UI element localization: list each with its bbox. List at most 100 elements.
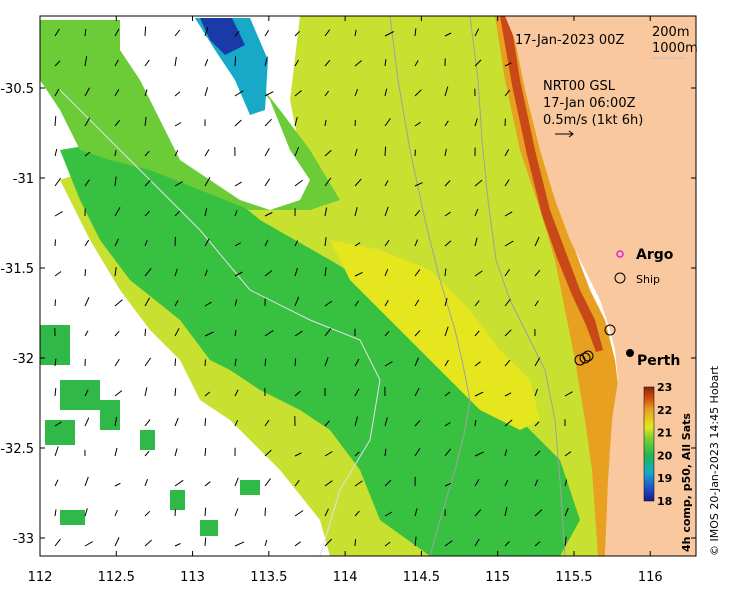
current-vector xyxy=(84,541,93,547)
current-vector xyxy=(534,357,541,367)
current-vector xyxy=(174,29,181,37)
current-vector xyxy=(474,237,478,247)
current-vector xyxy=(144,267,152,277)
current-vector xyxy=(84,179,90,187)
current-vector xyxy=(204,149,210,157)
lat-tick-label: -31 xyxy=(13,172,34,187)
current-vector xyxy=(84,476,89,487)
current-vector xyxy=(414,448,421,457)
current-vector xyxy=(504,179,510,187)
current-vector xyxy=(114,28,120,37)
lat-tick-label: -32.5 xyxy=(0,442,34,457)
ship-marker xyxy=(579,352,591,364)
current-vector xyxy=(54,299,56,307)
contour-lines xyxy=(59,89,381,556)
current-vector xyxy=(114,267,117,277)
current-vector xyxy=(534,388,538,397)
current-vector xyxy=(354,271,363,277)
current-vector xyxy=(234,541,245,547)
lon-tick-label: 115.5 xyxy=(555,570,592,585)
credit-text: © IMOS 20-Jan-2023 14:45 Hobart xyxy=(708,365,721,556)
current-vector xyxy=(204,177,211,187)
current-vector xyxy=(534,509,543,517)
current-vector xyxy=(234,210,238,217)
current-vector xyxy=(174,417,179,427)
current-vector xyxy=(354,242,361,247)
colorbar-ticks: 18 19 20 21 22 23 xyxy=(657,381,673,508)
current-vector xyxy=(444,120,449,127)
map-timestamp: 17-Jan-2023 00Z xyxy=(515,33,624,48)
current-vector xyxy=(534,236,540,247)
current-vector xyxy=(114,88,120,97)
current-vector xyxy=(444,540,453,547)
current-vector xyxy=(324,207,328,217)
perth-marker xyxy=(626,349,634,357)
current-vector xyxy=(414,182,423,187)
current-vector xyxy=(54,271,62,277)
map-frame xyxy=(39,15,697,557)
cloud-gap-nw xyxy=(120,20,310,210)
current-vector xyxy=(54,446,59,457)
current-vector xyxy=(324,29,331,37)
current-vector xyxy=(324,237,327,247)
current-vector xyxy=(414,239,419,247)
current-vector xyxy=(114,119,121,127)
current-vector xyxy=(354,358,360,367)
current-vector xyxy=(144,297,151,307)
current-vector xyxy=(234,90,244,97)
lat-tick-label: -32 xyxy=(13,352,34,367)
current-vector xyxy=(474,28,480,37)
current-scale-arrow-icon xyxy=(555,130,574,138)
current-vector xyxy=(144,328,147,337)
current-vector xyxy=(174,328,180,337)
current-vector xyxy=(444,240,452,247)
current-vector xyxy=(504,541,510,547)
current-vector xyxy=(474,391,484,397)
current-vector xyxy=(324,327,332,337)
current-vector xyxy=(234,56,237,67)
current-vector xyxy=(504,392,512,397)
current-vector xyxy=(384,31,395,37)
current-vector xyxy=(294,116,298,127)
current-vector xyxy=(384,206,389,217)
city-label: Perth xyxy=(637,353,680,369)
current-vector xyxy=(414,420,421,427)
current-vector xyxy=(384,541,391,547)
current-vector xyxy=(204,418,207,427)
current-vector xyxy=(384,269,389,277)
current-vector xyxy=(144,89,148,97)
current-vector xyxy=(114,150,117,157)
current-vector xyxy=(294,296,300,307)
current-vector xyxy=(204,207,208,217)
current-vector xyxy=(234,419,239,427)
current-vector xyxy=(324,480,333,487)
current-vector xyxy=(474,270,483,277)
current-vector xyxy=(114,416,118,427)
current-vector xyxy=(354,300,360,307)
current-vector xyxy=(264,56,268,67)
current-vector xyxy=(234,330,237,337)
current-vector xyxy=(324,451,333,457)
current-vector xyxy=(294,179,304,187)
current-vector xyxy=(414,89,422,97)
current-vector xyxy=(414,387,420,397)
current-vector xyxy=(54,177,62,187)
current-vector xyxy=(234,31,240,37)
current-vector xyxy=(294,452,302,457)
current-vector xyxy=(54,358,57,367)
current-vector xyxy=(144,387,148,397)
current-source: NRT00 GSL xyxy=(543,79,616,94)
current-vector xyxy=(354,416,358,427)
current-vector xyxy=(384,417,388,427)
colorbar-tick-label: 20 xyxy=(657,449,673,462)
current-vector xyxy=(84,296,90,307)
current-vector xyxy=(234,508,239,517)
current-vector xyxy=(504,149,510,157)
current-vector xyxy=(114,390,123,397)
lon-tick-label: 114 xyxy=(333,570,358,585)
current-vector xyxy=(114,299,123,307)
current-vector xyxy=(564,536,567,547)
current-vector xyxy=(114,238,119,247)
current-vector xyxy=(474,59,482,67)
